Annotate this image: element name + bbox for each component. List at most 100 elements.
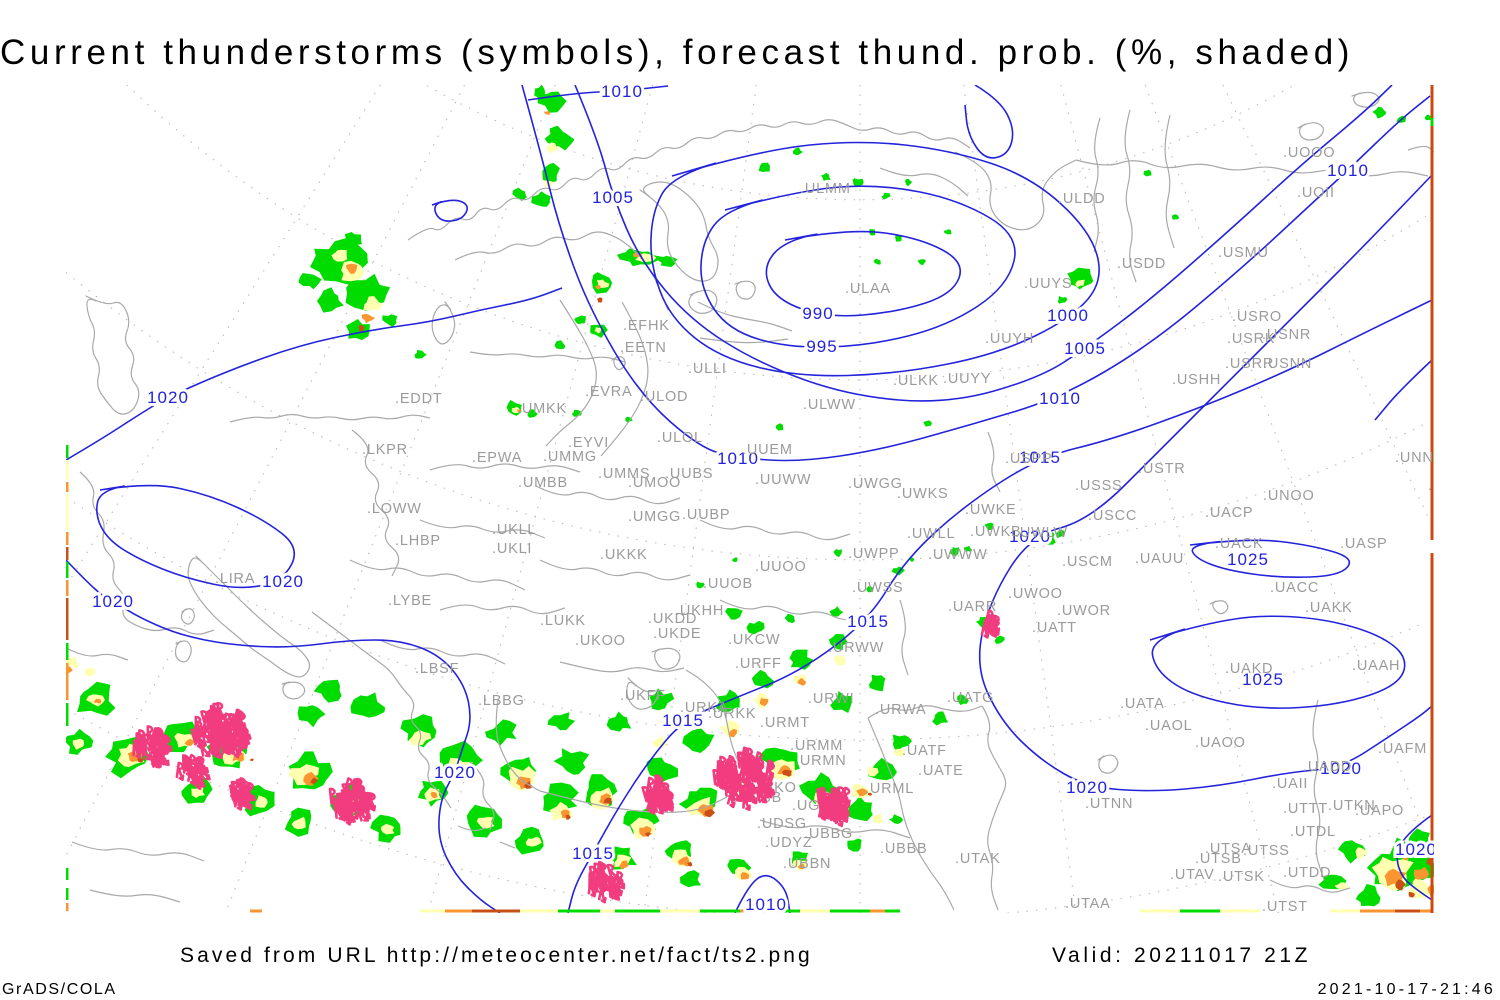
prob-area bbox=[775, 423, 784, 431]
prob-area bbox=[881, 193, 891, 200]
coastline-layer bbox=[66, 91, 1434, 911]
prob-area bbox=[571, 409, 582, 417]
prob-area bbox=[350, 692, 386, 718]
station-label: .UMOO bbox=[628, 475, 681, 491]
prob-area bbox=[459, 773, 469, 779]
station-label: .UUOB bbox=[703, 576, 753, 592]
coastline bbox=[1351, 91, 1380, 108]
station-label: .UMKK bbox=[517, 401, 567, 417]
isobar-label: 1015 bbox=[1019, 448, 1061, 467]
prob-area bbox=[1372, 106, 1386, 119]
prob-area bbox=[893, 748, 906, 757]
prob-area bbox=[310, 777, 318, 784]
station-label: .UNNT bbox=[1395, 450, 1443, 466]
prob-area bbox=[932, 711, 949, 726]
prob-area bbox=[1056, 530, 1065, 539]
station-label: .UUYH bbox=[985, 331, 1034, 347]
station-label: .UWPP bbox=[848, 546, 900, 562]
station-label: .UBBN bbox=[783, 856, 831, 872]
prob-area bbox=[547, 712, 576, 731]
station-label: .LHBP bbox=[395, 533, 441, 549]
prob-area bbox=[847, 838, 862, 852]
storm-symbol bbox=[834, 807, 844, 828]
station-label: .UTNN bbox=[1085, 796, 1133, 812]
prob-area bbox=[740, 872, 750, 880]
isobar-line bbox=[66, 559, 501, 913]
station-label: .EDDT bbox=[395, 391, 443, 407]
isobar-label: 1015 bbox=[662, 711, 704, 730]
station-label: .USCC bbox=[1088, 508, 1137, 524]
prob-area bbox=[184, 738, 196, 746]
storm-symbol bbox=[175, 761, 185, 781]
prob-area bbox=[298, 273, 322, 290]
saved-from-url-text: Saved from URL http://meteocenter.net/fa… bbox=[180, 944, 813, 967]
station-label: .USMU bbox=[1218, 245, 1269, 261]
prob-area bbox=[606, 711, 632, 732]
station-label: .UAII bbox=[1272, 776, 1308, 792]
station-label: .UADD bbox=[1303, 759, 1352, 775]
storm-symbol bbox=[193, 730, 207, 747]
prob-area bbox=[84, 668, 96, 676]
isobar-label: 1020 bbox=[434, 763, 476, 782]
prob-area bbox=[833, 655, 846, 666]
station-label: .UDYZ bbox=[765, 835, 813, 851]
station-label: .UMGG bbox=[628, 509, 681, 525]
storm-symbol bbox=[763, 778, 776, 796]
station-label: .LIRA bbox=[215, 571, 255, 587]
station-label: .UMMS bbox=[598, 466, 650, 482]
prob-area bbox=[869, 674, 886, 692]
prob-area bbox=[380, 823, 395, 835]
storm-symbol bbox=[185, 759, 197, 777]
isobar-line bbox=[521, 85, 1431, 462]
prob-area bbox=[554, 340, 566, 350]
prob-area bbox=[725, 607, 743, 620]
prob-area bbox=[564, 814, 571, 820]
station-label: .URKA bbox=[680, 700, 728, 716]
station-label: .UWOR bbox=[1057, 603, 1111, 619]
prob-area bbox=[534, 85, 546, 99]
isobar-label: 1010 bbox=[601, 82, 643, 101]
prob-area bbox=[984, 522, 994, 531]
prob-area bbox=[830, 690, 852, 713]
prob-area bbox=[909, 557, 915, 562]
coastline bbox=[407, 119, 971, 241]
storm-symbol bbox=[216, 701, 226, 721]
station-label: .UWLL bbox=[907, 526, 955, 542]
prob-area bbox=[1334, 882, 1349, 891]
station-label: .URMN bbox=[795, 753, 847, 769]
prob-area bbox=[949, 546, 960, 556]
station-label: .UNOO bbox=[1263, 488, 1315, 504]
coastline bbox=[1097, 754, 1119, 774]
station-label: .UWLW bbox=[1015, 525, 1068, 541]
isobar-label: 1005 bbox=[1064, 339, 1106, 358]
prob-area bbox=[137, 757, 144, 763]
station-label: .URMT bbox=[760, 715, 810, 731]
storm-symbol bbox=[195, 720, 207, 739]
prob-area bbox=[414, 350, 427, 359]
prob-area bbox=[994, 635, 1005, 645]
isobar-label: 1020 bbox=[1395, 840, 1437, 859]
coastline bbox=[981, 705, 1007, 911]
meridian-line bbox=[1060, 85, 1280, 913]
station-label: .UKDE bbox=[653, 626, 701, 642]
isobar-line bbox=[650, 141, 1100, 377]
coastline bbox=[419, 519, 546, 539]
isobar-line bbox=[765, 230, 962, 317]
station-label: .UUWW bbox=[755, 472, 811, 488]
station-label: .ULKK bbox=[893, 373, 939, 389]
isobar-label: 1020 bbox=[147, 388, 189, 407]
isobar-layer bbox=[66, 85, 1433, 913]
storm-symbol-cluster bbox=[816, 786, 851, 828]
coastline bbox=[699, 337, 789, 344]
coastline bbox=[626, 677, 659, 710]
station-label: .UAPO bbox=[1355, 803, 1404, 819]
station-label: .USSS bbox=[1075, 478, 1123, 494]
meridian-line bbox=[1222, 85, 1434, 531]
station-label: .USRK bbox=[1227, 331, 1275, 347]
isobar-labels: 990 995 1000 1005 1005 1010 1010 1010 1010 1015 10… bbox=[89, 82, 1437, 913]
station-label: .EETN bbox=[620, 340, 667, 356]
coastline bbox=[85, 295, 140, 415]
prob-area bbox=[255, 795, 268, 808]
prob-area bbox=[297, 705, 326, 728]
station-label: .UOII bbox=[1297, 185, 1335, 201]
